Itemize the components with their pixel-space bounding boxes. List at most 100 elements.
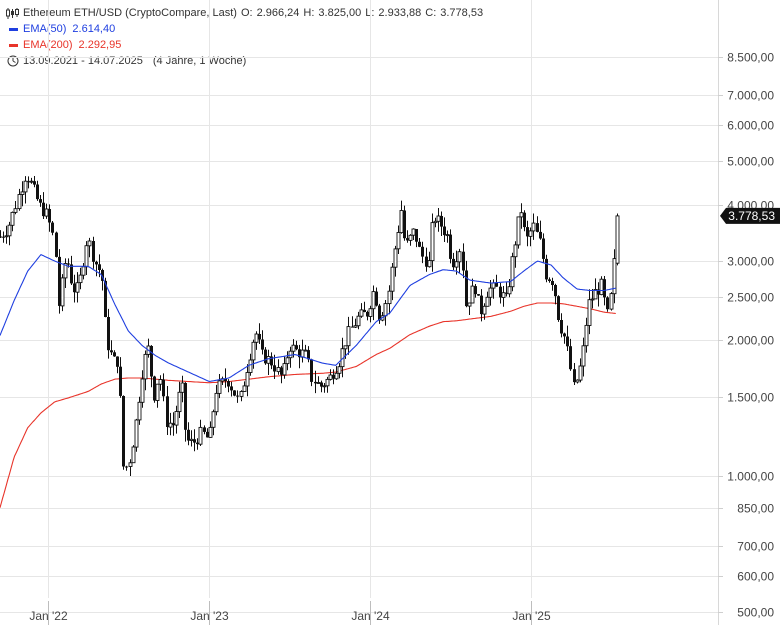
y-tick-label: 7.000,00 (727, 89, 774, 103)
candle-body (513, 244, 518, 258)
ema50-line (0, 254, 616, 382)
legend-ema50-row[interactable]: EMA(50) 2.614,40 (6, 21, 483, 37)
candle (113, 350, 116, 357)
legend-ema200-row[interactable]: EMA(200) 2.292,95 (6, 37, 483, 53)
candle-body (393, 248, 398, 268)
candle (27, 176, 30, 189)
candle (325, 376, 330, 393)
candle (573, 363, 576, 385)
candle-body (193, 439, 196, 443)
candle-body (242, 385, 247, 392)
grid-lines (0, 0, 719, 625)
candle (116, 356, 119, 374)
candle-body (454, 261, 459, 268)
candle-body (371, 291, 376, 310)
candle-body (217, 380, 222, 394)
candle-body (353, 325, 358, 328)
open-value: 2.966,24 (256, 7, 300, 19)
ema50-value: 2.614,40 (72, 23, 116, 35)
candle (408, 234, 413, 246)
candle-body (378, 305, 381, 321)
candle-body (337, 366, 342, 374)
candle (276, 359, 281, 375)
candle (233, 390, 236, 397)
candle (482, 303, 487, 320)
candle-body (430, 222, 435, 262)
candle-body (113, 352, 116, 357)
candle (273, 354, 276, 379)
candle-body (172, 423, 175, 426)
candle (393, 245, 398, 277)
candle-body (519, 212, 524, 218)
candle-body (612, 258, 617, 295)
candle (78, 267, 83, 290)
candle (23, 176, 28, 204)
candle (36, 180, 39, 201)
candle-body (177, 391, 182, 413)
candle-body (107, 317, 110, 351)
candle (203, 425, 206, 435)
candle-body (609, 293, 614, 310)
candle (119, 357, 122, 398)
candle (320, 380, 323, 393)
candle-body (387, 290, 392, 305)
candle (39, 195, 42, 207)
candle-body (320, 382, 323, 387)
candle-body (462, 251, 465, 271)
candle-body (60, 277, 65, 307)
candle-body (17, 194, 22, 210)
candle (452, 252, 455, 270)
candle (17, 188, 22, 211)
candle-body (285, 357, 290, 365)
candle (418, 238, 421, 248)
candle (356, 311, 361, 330)
candle (242, 381, 247, 392)
candle-body (421, 246, 424, 257)
candle (425, 247, 428, 272)
candle-body (73, 283, 76, 293)
candle (436, 208, 441, 232)
candle (33, 176, 36, 188)
candle (206, 428, 209, 438)
candle-body (433, 220, 438, 224)
candle-body (2, 236, 5, 238)
clock-icon (6, 55, 19, 67)
candle (465, 260, 468, 308)
candle-body (322, 385, 327, 388)
y-tick-label: 850,00 (737, 502, 774, 516)
candle (470, 278, 475, 304)
candle-body (174, 411, 179, 426)
candle-body (411, 228, 416, 236)
candle (334, 366, 339, 380)
candle-body (452, 258, 455, 268)
candle (343, 345, 348, 359)
candle (162, 373, 165, 402)
y-tick-label: 8.500,00 (727, 51, 774, 65)
candle (346, 316, 351, 355)
candle (20, 181, 25, 207)
candle (536, 216, 539, 233)
y-tick-label: 6.000,00 (727, 119, 774, 133)
candle-body (383, 303, 388, 317)
low-value: 2.933,88 (378, 7, 422, 19)
candle (2, 231, 5, 243)
candle-body (603, 279, 606, 298)
ema200-swatch (9, 43, 18, 47)
candle (137, 396, 142, 425)
candle-body (332, 375, 335, 379)
candle (539, 220, 542, 240)
candle (551, 277, 554, 291)
candle-body (551, 281, 554, 285)
candle-body (7, 224, 12, 237)
candle (477, 294, 480, 296)
candle-body (314, 381, 317, 384)
candle (454, 250, 459, 275)
candle-body (295, 345, 298, 350)
candle-body (356, 315, 361, 327)
candle (134, 418, 139, 452)
candle (328, 369, 333, 381)
candle-body (536, 223, 539, 232)
candle (48, 204, 51, 232)
candle (609, 292, 614, 311)
